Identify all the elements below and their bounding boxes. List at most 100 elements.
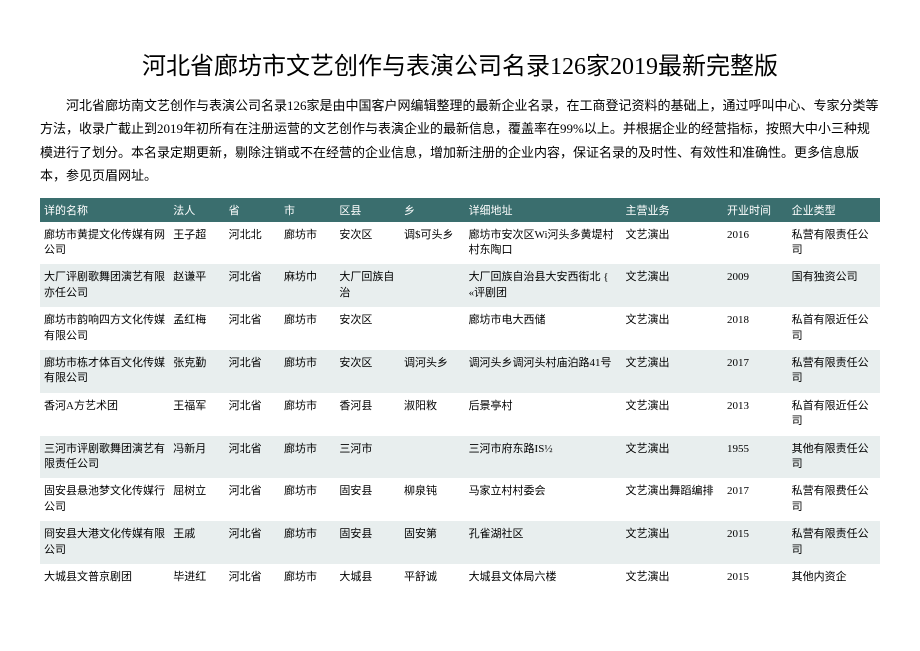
cell-year: 2018	[723, 307, 788, 350]
cell-biz: 文艺演出	[621, 393, 723, 436]
cell-dist: 安次区	[335, 307, 400, 350]
cell-town	[400, 436, 465, 479]
cell-type: 私营有限责任公司	[788, 521, 880, 564]
cell-city: 廊坊市	[280, 307, 335, 350]
cell-addr: 廊坊市电大西储	[465, 307, 622, 350]
cell-legal: 屈树立	[169, 478, 224, 521]
cell-legal: 赵谦平	[169, 264, 224, 307]
cell-year: 2015	[723, 564, 788, 591]
cell-type: 其他有限责任公司	[788, 436, 880, 479]
cell-city: 廊坊市	[280, 222, 335, 265]
cell-type: 私首有限近任公司	[788, 393, 880, 436]
cell-town: 固安第	[400, 521, 465, 564]
cell-type: 其他内资企	[788, 564, 880, 591]
cell-town: 调河头乡	[400, 350, 465, 393]
cell-prov: 河北省	[225, 393, 280, 436]
cell-year: 1955	[723, 436, 788, 479]
table-row: 大厂评剧歌舞团演艺有限亦任公司赵谦平河北省麻坊巾大厂回族自治大厂回族自治县大安西…	[40, 264, 880, 307]
cell-year: 2017	[723, 478, 788, 521]
company-table: 详的名称 法人 省 市 区县 乡 详细地址 主营业务 开业时间 企业类型 廊坊市…	[40, 198, 880, 592]
cell-dist: 三河市	[335, 436, 400, 479]
cell-prov: 河北省	[225, 350, 280, 393]
col-header-town: 乡	[400, 198, 465, 222]
cell-biz: 文艺演出	[621, 222, 723, 265]
col-header-year: 开业时间	[723, 198, 788, 222]
col-header-prov: 省	[225, 198, 280, 222]
col-header-city: 市	[280, 198, 335, 222]
cell-town	[400, 264, 465, 307]
cell-legal: 孟红梅	[169, 307, 224, 350]
cell-city: 廊坊市	[280, 564, 335, 591]
cell-addr: 调河头乡调河头村庙泊路41号	[465, 350, 622, 393]
cell-type: 国有独资公司	[788, 264, 880, 307]
cell-prov: 河北省	[225, 478, 280, 521]
cell-biz: 文艺演出舞蹈编排	[621, 478, 723, 521]
cell-dist: 固安县	[335, 521, 400, 564]
cell-dist: 安次区	[335, 222, 400, 265]
col-header-type: 企业类型	[788, 198, 880, 222]
cell-legal: 张克勤	[169, 350, 224, 393]
cell-name: 冏安县大港文化传媒有限公司	[40, 521, 169, 564]
table-body: 廊坊市黄提文化传媒有网公司王子超河北北廊坊市安次区调$可头乡廊坊市安次区Wi河头…	[40, 222, 880, 592]
page-title: 河北省廊坊市文艺创作与表演公司名录126家2019最新完整版	[40, 46, 880, 81]
cell-town: 调$可头乡	[400, 222, 465, 265]
table-row: 廊坊市栋才体百文化传媒有限公司张克勤河北省廊坊市安次区调河头乡调河头乡调河头村庙…	[40, 350, 880, 393]
cell-type: 私首有限近任公司	[788, 307, 880, 350]
cell-addr: 马家立村村委会	[465, 478, 622, 521]
cell-year: 2016	[723, 222, 788, 265]
cell-dist: 固安县	[335, 478, 400, 521]
cell-biz: 文艺演出	[621, 307, 723, 350]
cell-biz: 文艺演出	[621, 521, 723, 564]
cell-year: 2013	[723, 393, 788, 436]
cell-prov: 河北北	[225, 222, 280, 265]
cell-city: 廊坊市	[280, 521, 335, 564]
table-row: 廊坊市黄提文化传媒有网公司王子超河北北廊坊市安次区调$可头乡廊坊市安次区Wi河头…	[40, 222, 880, 265]
cell-legal: 冯新月	[169, 436, 224, 479]
table-row: 香河A方艺术团王福军河北省廊坊市香河县淑阳敉后景亭村文艺演出2013私首有限近任…	[40, 393, 880, 436]
cell-prov: 河北省	[225, 307, 280, 350]
cell-addr: 后景亭村	[465, 393, 622, 436]
cell-city: 廊坊市	[280, 436, 335, 479]
cell-year: 2009	[723, 264, 788, 307]
cell-biz: 文艺演出	[621, 264, 723, 307]
table-header-row: 详的名称 法人 省 市 区县 乡 详细地址 主营业务 开业时间 企业类型	[40, 198, 880, 222]
cell-dist: 香河县	[335, 393, 400, 436]
cell-town: 柳泉钝	[400, 478, 465, 521]
cell-year: 2015	[723, 521, 788, 564]
cell-biz: 文艺演出	[621, 436, 723, 479]
cell-legal: 王戚	[169, 521, 224, 564]
cell-city: 廊坊市	[280, 393, 335, 436]
table-row: 大城县文普京剧团毕进红河北省廊坊市大城县平舒诚大城县文体局六楼文艺演出2015其…	[40, 564, 880, 591]
cell-town: 淑阳敉	[400, 393, 465, 436]
cell-year: 2017	[723, 350, 788, 393]
col-header-addr: 详细地址	[465, 198, 622, 222]
cell-town: 平舒诚	[400, 564, 465, 591]
cell-addr: 大厂回族自治县大安西街北 { «评剧团	[465, 264, 622, 307]
cell-prov: 河北省	[225, 264, 280, 307]
cell-biz: 文艺演出	[621, 350, 723, 393]
col-header-biz: 主营业务	[621, 198, 723, 222]
cell-type: 私营有限费任公司	[788, 478, 880, 521]
cell-name: 廊坊市栋才体百文化传媒有限公司	[40, 350, 169, 393]
cell-legal: 王福军	[169, 393, 224, 436]
col-header-dist: 区县	[335, 198, 400, 222]
cell-city: 廊坊市	[280, 350, 335, 393]
intro-paragraph: 河北省廊坊南文艺创作与表演公司名录126家是由中国客户网编辑整理的最新企业名录，…	[40, 94, 880, 188]
cell-name: 香河A方艺术团	[40, 393, 169, 436]
cell-legal: 毕进红	[169, 564, 224, 591]
cell-legal: 王子超	[169, 222, 224, 265]
cell-dist: 大厂回族自治	[335, 264, 400, 307]
cell-name: 固安县悬池梦文化传媒行公司	[40, 478, 169, 521]
cell-name: 大城县文普京剧团	[40, 564, 169, 591]
col-header-name: 详的名称	[40, 198, 169, 222]
cell-name: 廊坊市韵响四方文化传媒有限公司	[40, 307, 169, 350]
col-header-legal: 法人	[169, 198, 224, 222]
cell-prov: 河北省	[225, 521, 280, 564]
table-row: 固安县悬池梦文化传媒行公司屈树立河北省廊坊市固安县柳泉钝马家立村村委会文艺演出舞…	[40, 478, 880, 521]
cell-prov: 河北省	[225, 564, 280, 591]
cell-name: 廊坊市黄提文化传媒有网公司	[40, 222, 169, 265]
cell-type: 私营有限责任公司	[788, 222, 880, 265]
cell-name: 大厂评剧歌舞团演艺有限亦任公司	[40, 264, 169, 307]
cell-prov: 河北省	[225, 436, 280, 479]
table-row: 三河市评剧歌舞团演艺有限责任公司冯新月河北省廊坊市三河市三河市府东路IS½文艺演…	[40, 436, 880, 479]
